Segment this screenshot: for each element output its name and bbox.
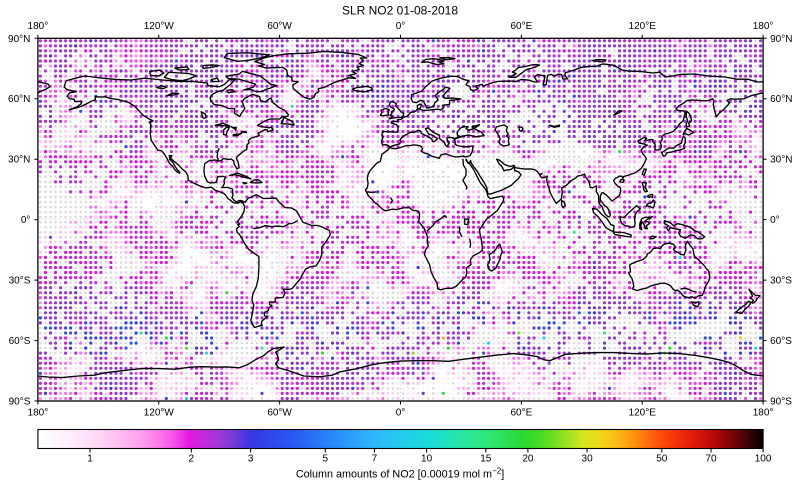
- svg-text:90°N: 90°N: [8, 34, 30, 45]
- svg-text:30°N: 30°N: [8, 155, 30, 166]
- svg-text:90°S: 90°S: [770, 397, 792, 408]
- svg-text:90°N: 90°N: [770, 34, 792, 45]
- svg-text:60°N: 60°N: [770, 94, 792, 105]
- svg-text:180°: 180°: [28, 408, 49, 419]
- svg-text:180°: 180°: [753, 408, 774, 419]
- svg-text:60°S: 60°S: [9, 336, 31, 347]
- svg-text:50: 50: [656, 454, 668, 465]
- svg-text:100: 100: [755, 454, 772, 465]
- svg-text:180°: 180°: [28, 21, 49, 32]
- svg-text:3: 3: [248, 454, 254, 465]
- svg-text:0°: 0°: [770, 215, 780, 226]
- svg-text:120°W: 120°W: [144, 21, 175, 32]
- svg-text:0°: 0°: [396, 21, 406, 32]
- svg-text:60°E: 60°E: [511, 21, 533, 32]
- svg-text:30°S: 30°S: [9, 276, 31, 287]
- svg-text:1: 1: [87, 454, 93, 465]
- svg-text:20: 20: [522, 454, 534, 465]
- svg-text:5: 5: [323, 454, 329, 465]
- svg-text:60°E: 60°E: [511, 408, 533, 419]
- svg-text:60°W: 60°W: [267, 21, 292, 32]
- svg-text:30°S: 30°S: [770, 276, 792, 287]
- svg-text:10: 10: [421, 454, 433, 465]
- svg-text:30°N: 30°N: [770, 155, 792, 166]
- svg-text:SLR NO2 01-08-2018: SLR NO2 01-08-2018: [342, 4, 458, 18]
- svg-text:120°W: 120°W: [144, 408, 175, 419]
- svg-text:Column amounts of NO2 [0.00019: Column amounts of NO2 [0.00019 mol m−2]: [296, 467, 504, 481]
- svg-text:60°S: 60°S: [770, 336, 792, 347]
- svg-text:0°: 0°: [396, 408, 406, 419]
- svg-text:7: 7: [372, 454, 378, 465]
- svg-text:120°E: 120°E: [629, 408, 657, 419]
- svg-text:120°E: 120°E: [629, 21, 657, 32]
- svg-text:180°: 180°: [753, 21, 774, 32]
- svg-text:30: 30: [582, 454, 594, 465]
- svg-text:90°S: 90°S: [9, 397, 31, 408]
- svg-text:0°: 0°: [21, 215, 31, 226]
- svg-text:60°W: 60°W: [267, 408, 292, 419]
- svg-text:2: 2: [189, 454, 195, 465]
- svg-text:15: 15: [480, 454, 492, 465]
- svg-text:70: 70: [705, 454, 717, 465]
- svg-text:60°N: 60°N: [8, 94, 30, 105]
